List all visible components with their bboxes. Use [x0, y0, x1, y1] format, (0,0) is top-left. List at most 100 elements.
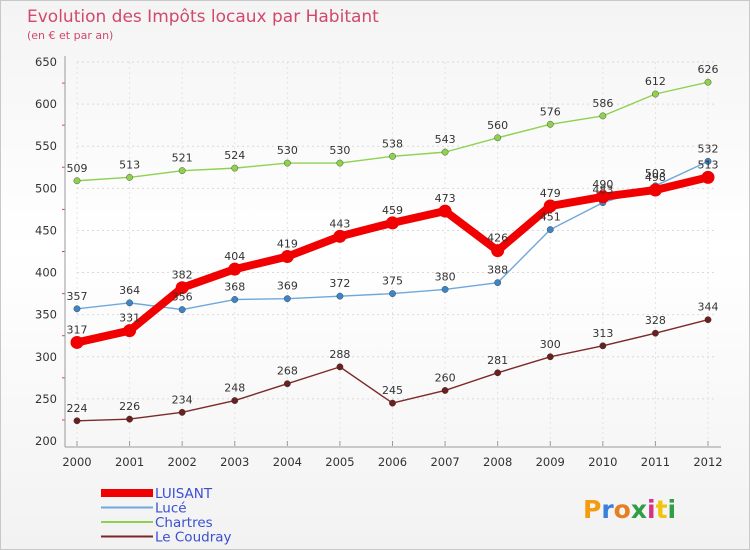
- x-tick-label: 2012: [693, 455, 722, 469]
- data-label-Le Coudray: 248: [224, 382, 245, 395]
- legend-label-Le Coudray: Le Coudray: [155, 530, 232, 546]
- data-label-Lucé: 369: [277, 280, 298, 293]
- data-label-Lucé: 483: [592, 184, 613, 197]
- data-label-Le Coudray: 224: [67, 402, 88, 415]
- series-point-Le Coudray: [494, 369, 502, 377]
- series-point-LUISANT: [280, 250, 294, 264]
- data-label-Le Coudray: 260: [435, 371, 456, 384]
- series-point-Lucé: [178, 306, 186, 314]
- x-tick-label: 2006: [378, 455, 407, 469]
- y-tick-label: 550: [35, 139, 57, 153]
- data-label-Lucé: 380: [435, 270, 456, 283]
- series-point-Chartres: [283, 159, 291, 167]
- series-point-Lucé: [126, 299, 133, 307]
- series-point-Lucé: [231, 296, 239, 303]
- series-point-Chartres: [599, 112, 607, 120]
- series-point-Chartres: [336, 159, 344, 167]
- logo-letter: i: [668, 495, 677, 524]
- proxiti-logo: Proxiti: [583, 495, 676, 524]
- series-point-LUISANT: [333, 229, 347, 243]
- data-label-LUISANT: 426: [487, 232, 508, 245]
- data-label-Le Coudray: 234: [172, 393, 193, 406]
- data-label-Lucé: 368: [224, 281, 245, 294]
- data-label-Le Coudray: 268: [277, 365, 298, 378]
- series-point-LUISANT: [386, 216, 399, 230]
- data-label-Lucé: 375: [382, 275, 403, 288]
- data-label-LUISANT: 459: [382, 204, 403, 217]
- data-label-Lucé: 451: [540, 211, 561, 224]
- series-point-Chartres: [231, 164, 239, 172]
- series-point-Lucé: [389, 290, 396, 298]
- legend-label-LUISANT: LUISANT: [155, 486, 213, 502]
- data-labels: 509 513 521 524 530 530 538 543 560 576 586 612 626 3…: [67, 63, 719, 415]
- data-label-LUISANT: 513: [698, 158, 719, 171]
- logo-letter: P: [583, 495, 601, 524]
- series-point-Le Coudray: [441, 387, 449, 394]
- x-tick-label: 2005: [325, 455, 354, 469]
- x-tick-label: 2002: [168, 455, 197, 469]
- x-tick-label: 2000: [62, 455, 91, 469]
- series-point-LUISANT: [648, 183, 662, 197]
- data-label-LUISANT: 404: [224, 250, 245, 263]
- x-tick-label: 2004: [273, 455, 302, 469]
- series-point-Lucé: [73, 305, 81, 313]
- y-tick-label: 250: [35, 392, 57, 406]
- data-label-Chartres: 521: [172, 152, 193, 165]
- data-label-Lucé: 532: [698, 142, 719, 155]
- logo-letter: o: [614, 495, 631, 524]
- series-point-LUISANT: [701, 170, 715, 184]
- data-label-LUISANT: 419: [277, 238, 298, 251]
- series-point-Le Coudray: [178, 408, 186, 416]
- series-point-LUISANT: [543, 199, 557, 213]
- series-point-Chartres: [704, 78, 712, 86]
- y-tick-label: 350: [35, 308, 57, 322]
- y-tick-label: 200: [35, 434, 57, 448]
- series-point-LUISANT: [438, 204, 452, 218]
- y-tick-label: 450: [35, 223, 57, 237]
- logo-letter: i: [647, 495, 656, 524]
- x-tick-label: 2009: [536, 455, 565, 469]
- series-point-Le Coudray: [546, 353, 554, 361]
- series-point-Le Coudray: [704, 316, 712, 324]
- series-point-Lucé: [441, 285, 449, 293]
- series-point-Le Coudray: [652, 329, 659, 337]
- series-point-Chartres: [441, 148, 449, 156]
- legend-label-Chartres: Chartres: [155, 515, 213, 531]
- data-label-LUISANT: 473: [435, 192, 456, 205]
- series-point-Lucé: [494, 279, 502, 287]
- series-point-Lucé: [546, 226, 554, 234]
- series-point-Lucé: [283, 295, 291, 303]
- chart-subtitle: (en € et par an): [27, 29, 113, 42]
- y-tick-label: 600: [35, 97, 57, 111]
- data-label-Le Coudray: 328: [645, 314, 666, 327]
- x-tick-label: 2011: [641, 455, 670, 469]
- chart-title: Evolution des Impôts locaux par Habitant: [27, 7, 379, 27]
- series-point-Lucé: [336, 292, 344, 300]
- data-label-LUISANT: 479: [540, 187, 561, 200]
- series-point-Le Coudray: [231, 397, 239, 404]
- series-point-Le Coudray: [599, 342, 607, 350]
- data-label-LUISANT: 498: [645, 171, 666, 184]
- series-point-Chartres: [546, 120, 554, 128]
- axes: [62, 56, 721, 448]
- data-label-Lucé: 356: [172, 291, 193, 304]
- x-tick-label: 2007: [430, 455, 459, 469]
- data-label-Lucé: 503: [645, 167, 666, 180]
- data-label-Le Coudray: 226: [119, 400, 140, 413]
- series-point-Chartres: [652, 90, 659, 98]
- series-point-Le Coudray: [283, 380, 291, 388]
- data-label-Chartres: 524: [224, 149, 245, 162]
- data-label-LUISANT: 490: [592, 178, 613, 191]
- data-label-Chartres: 513: [119, 158, 140, 171]
- data-label-Lucé: 388: [487, 264, 508, 277]
- data-label-Lucé: 357: [67, 290, 88, 303]
- series-point-Chartres: [73, 177, 81, 185]
- y-tick-label: 650: [35, 55, 57, 69]
- x-tick-label: 2010: [588, 455, 617, 469]
- logo-text: Proxiti: [583, 495, 676, 524]
- x-axis-ticks: 2000 2001 2002 2003 2004 2005 2006 2007 2008 2009…: [62, 455, 722, 469]
- y-tick-label: 400: [35, 266, 57, 280]
- data-label-Chartres: 576: [540, 105, 561, 118]
- x-tick-label: 2008: [483, 455, 512, 469]
